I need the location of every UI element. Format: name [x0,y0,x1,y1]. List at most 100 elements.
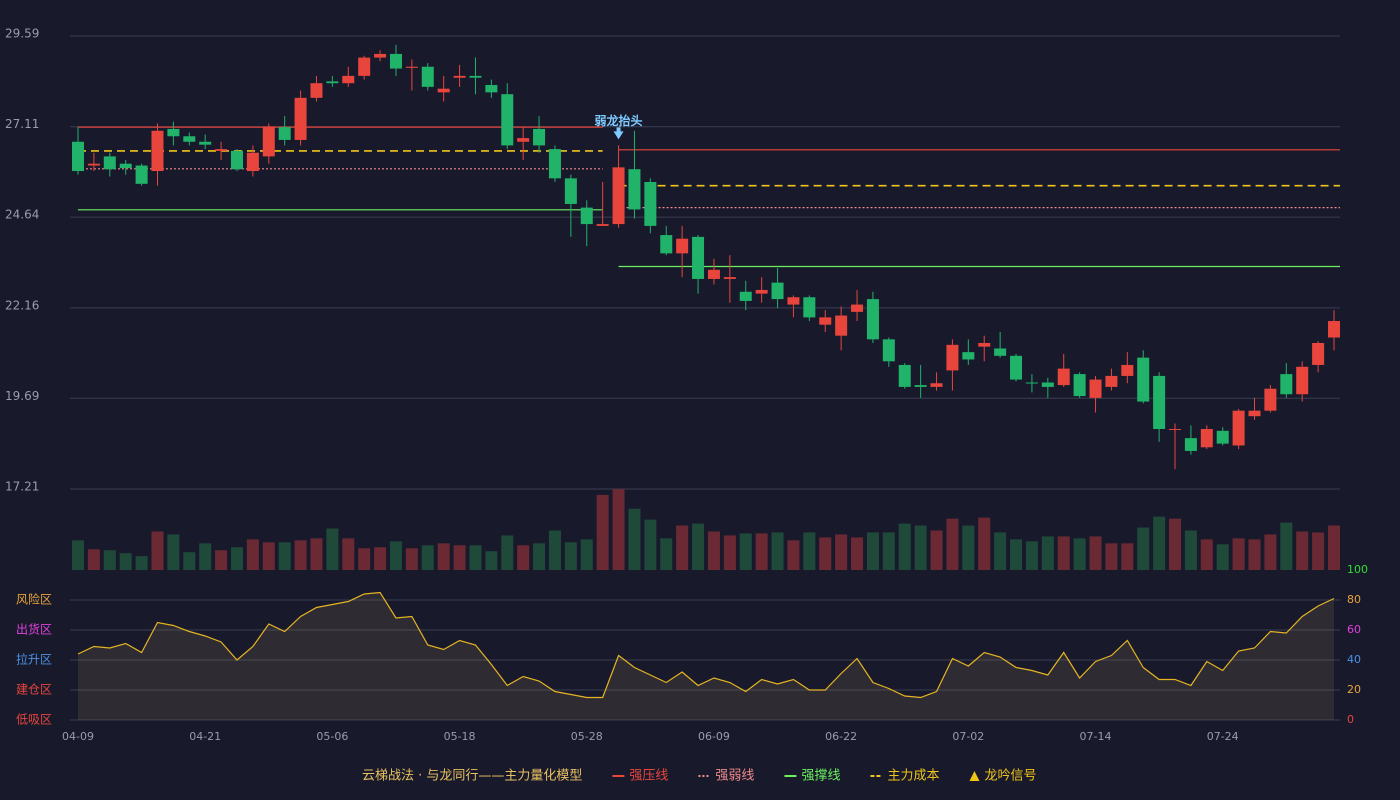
volume-bar [548,530,561,570]
candle-body [1312,343,1325,365]
candle-body [898,364,911,387]
candle-body [262,126,275,157]
volume-bar [533,543,546,570]
candle-body [580,207,593,225]
volume-bar [1328,525,1340,570]
volume-bar [294,540,307,570]
volume-bar [1280,522,1293,570]
volume-bar [1025,541,1038,570]
x-tick-label: 05-06 [316,730,348,743]
candle-body [215,149,228,151]
candle-body [1057,368,1070,386]
x-tick-label: 06-22 [825,730,857,743]
legend-label: 龙吟信号 [984,768,1036,784]
candle-body [278,127,291,140]
candle-body [1248,410,1261,417]
candle-body [1089,379,1102,398]
y2-tick-label: 40 [1347,653,1361,666]
zone-label: 建仓区 [16,683,52,697]
volume-bar [246,539,259,570]
volume-bar [87,549,100,570]
volume-bar [278,542,291,570]
x-tick-label: 05-18 [444,730,476,743]
candle-body [183,136,196,142]
candle-body [803,297,816,318]
y2-tick-label: 80 [1347,593,1361,606]
candle-body [151,130,164,172]
volume-bar [644,519,657,570]
y-tick-label: 24.64 [5,208,39,222]
candle-body [469,75,482,78]
volume-bar [914,525,927,570]
volume-bar [262,542,275,570]
volume-bar [437,543,450,570]
y-tick-label: 27.11 [5,117,39,131]
legend-label: 强撑线 [801,769,840,784]
candle-body [167,128,180,137]
candle-body [437,88,450,93]
legend-swatch [969,771,980,781]
candle-body [755,289,768,294]
volume-bar [1010,539,1023,570]
volume-bar [103,550,116,570]
candle-body [342,75,355,84]
volume-bar [310,538,323,570]
volume-bar [1105,543,1118,570]
volume-bar [723,535,736,570]
volume-bar [676,525,689,570]
x-tick-label: 04-21 [189,730,221,743]
annotation-arrow [613,127,624,140]
volume-bar [1216,544,1229,570]
volume-bar [135,556,148,570]
model-name: 云梯战法 · 与龙同行——主力量化模型 [362,769,582,784]
volume-bar [946,518,959,570]
volume-bar [326,528,339,570]
candle-body [1328,321,1340,338]
candle-body [87,163,100,166]
volume-bar [994,532,1007,570]
candle-body [358,57,371,76]
candle-body [707,269,720,279]
volume-bar [1153,516,1166,570]
candle-body [326,81,339,84]
candle-body [1200,428,1213,448]
candle-body [644,181,657,226]
candle-body [374,53,387,58]
y2-tick-label: 20 [1347,683,1361,696]
volume-bar [898,523,911,570]
volume-bar [215,550,228,570]
volume-bar [580,539,593,570]
volume-bar [72,540,84,570]
volume-bar [692,523,705,570]
candle-body [819,317,832,325]
candle-body [1216,430,1229,444]
candle-body [1184,438,1197,451]
volume-bar [1057,536,1070,570]
candle-body [421,66,434,87]
volume-bar [596,494,609,570]
volume-bar [1264,534,1277,570]
volume-bar [1232,538,1245,570]
candle-body [453,75,466,78]
candle-body [294,97,307,140]
volume-bar [517,545,530,570]
volume-bar [660,538,673,570]
y-tick-label: 19.69 [5,389,39,403]
volume-bar [1312,532,1325,570]
volume-bar [739,533,752,570]
candle-body [628,169,641,210]
volume-bar [771,532,784,570]
candle-body [310,83,323,98]
legend-label: 强压线 [629,769,668,784]
candle-body [1105,375,1118,387]
candle-body [1296,366,1309,395]
zone-label: 低吸区 [16,713,52,727]
candle-body [548,149,561,179]
x-tick-label: 05-28 [571,730,603,743]
volume-bar [421,545,434,570]
volume-bar [803,532,816,570]
y2-tick-label: 60 [1347,623,1361,636]
candle-body [851,304,864,312]
volume-bar [1169,518,1182,570]
